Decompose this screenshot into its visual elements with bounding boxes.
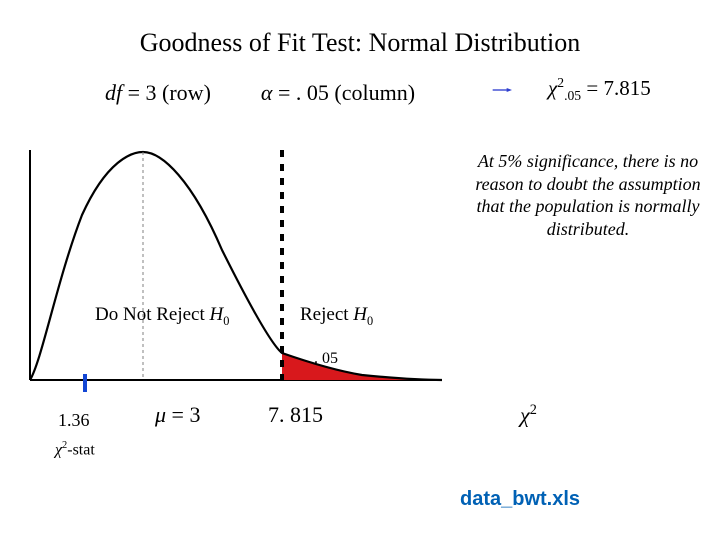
arrow-icon <box>472 88 532 92</box>
rej-sub: 0 <box>367 314 373 328</box>
chi-sup: 2 <box>530 402 537 418</box>
chi-square-stat-label: χ2-stat <box>55 440 95 459</box>
critical-value-label: 7. 815 <box>268 402 323 428</box>
formula-sub: .05 <box>564 88 581 103</box>
formula-value: = 7.815 <box>581 76 651 100</box>
alpha-label: α = . 05 (column) <box>261 80 415 106</box>
parameters-row: df = 3 (row) α = . 05 (column) <box>105 80 415 106</box>
page-title: Goodness of Fit Test: Normal Distributio… <box>0 28 720 58</box>
do-not-reject-label: Do Not Reject H0 <box>95 304 229 329</box>
df-label: df = 3 (row) <box>105 80 211 106</box>
mu-value: = 3 <box>166 402 200 427</box>
test-statistic-value: 1.36 <box>58 410 90 431</box>
reject-label: Reject H0 <box>300 304 373 329</box>
chi-square-curve <box>12 130 452 420</box>
df-value: = 3 (row) <box>122 80 211 105</box>
critical-formula: χ2.05 = 7.815 <box>548 75 651 104</box>
rej-var: H <box>353 304 367 325</box>
dnr-prefix: Do Not Reject <box>95 304 210 325</box>
rej-prefix: Reject <box>300 304 353 325</box>
alpha-value: = . 05 (column) <box>272 80 415 105</box>
chi2stat-suffix: -stat <box>67 441 95 458</box>
tail-alpha-label: . 05 <box>314 350 338 368</box>
data-file-link[interactable]: data_bwt.xls <box>460 488 580 511</box>
conclusion-text: At 5% significance, there is no reason t… <box>463 150 713 240</box>
alpha-symbol: α <box>261 80 273 105</box>
df-symbol: df <box>105 80 122 105</box>
chi-square-axis-label: χ2 <box>520 402 537 428</box>
dnr-var: H <box>210 304 224 325</box>
dnr-sub: 0 <box>223 314 229 328</box>
mu-label: μ = 3 <box>155 402 200 428</box>
